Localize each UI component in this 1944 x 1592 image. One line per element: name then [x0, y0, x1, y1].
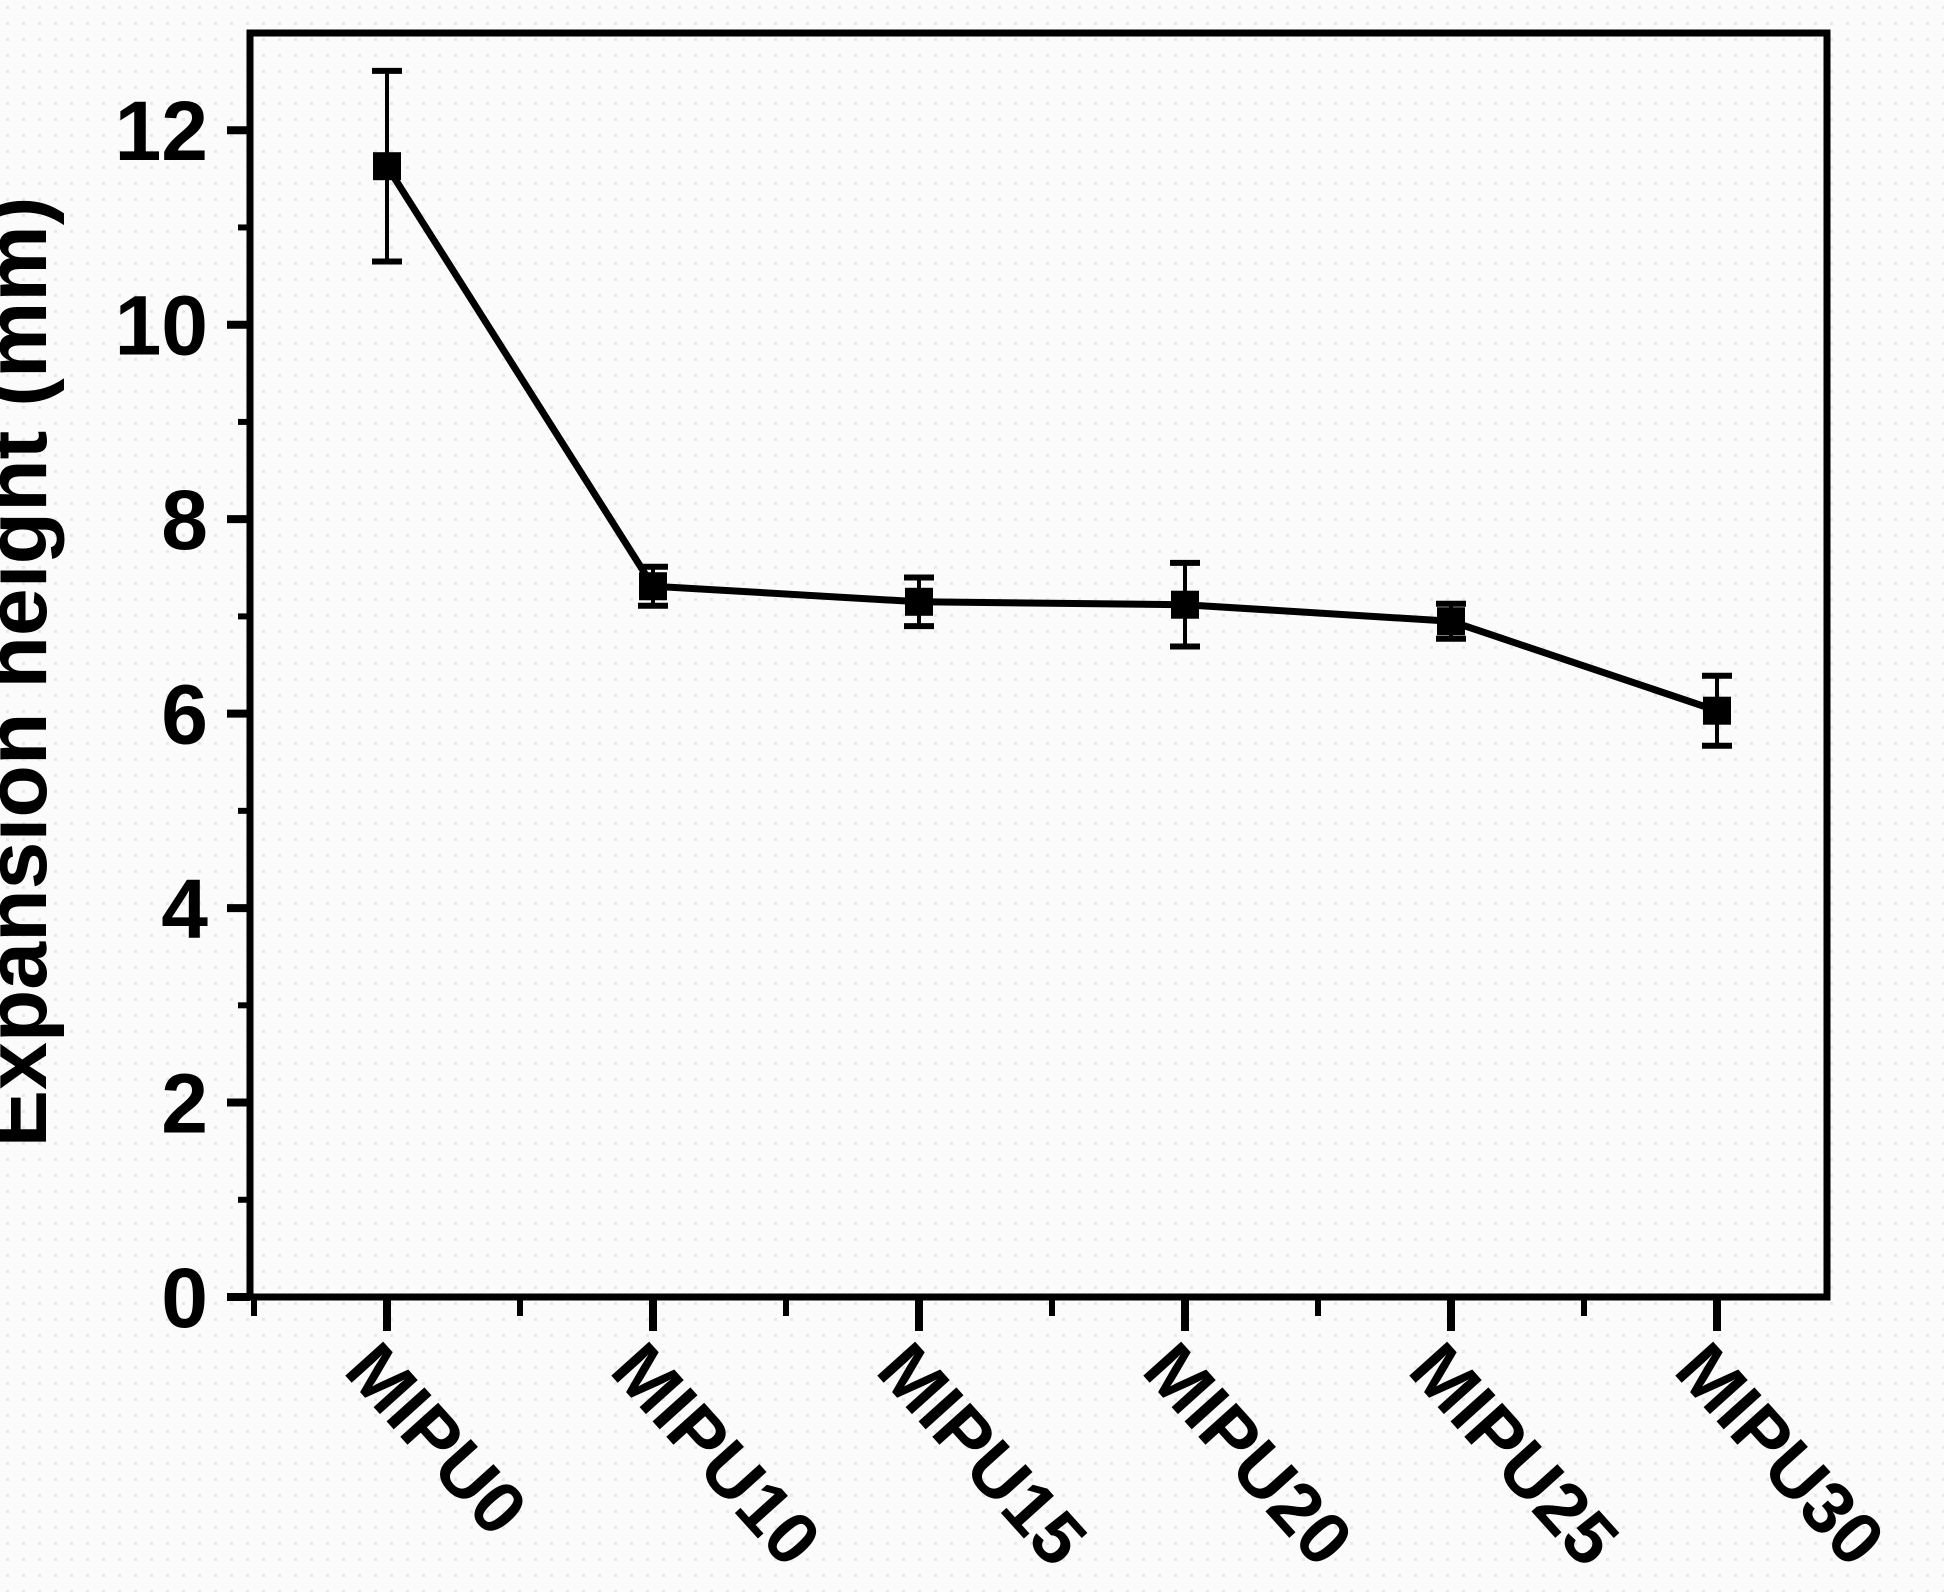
- y-axis-tick-label: 2: [161, 1057, 208, 1151]
- data-point-marker: [639, 572, 667, 601]
- y-axis-title: Expansion height (mm): [0, 197, 65, 1148]
- data-point-marker: [1171, 590, 1199, 619]
- y-axis-tick-label: 10: [115, 279, 208, 373]
- y-axis-tick-label: 0: [161, 1251, 208, 1345]
- data-point-marker: [1703, 696, 1731, 725]
- data-point-marker: [905, 587, 933, 616]
- y-axis-tick-label: 4: [161, 862, 208, 956]
- data-point-marker: [1437, 607, 1465, 636]
- plot-frame: [246, 29, 1831, 1301]
- data-point-marker: [373, 152, 401, 181]
- y-axis-tick-label: 6: [161, 668, 208, 762]
- y-axis-tick-label: 12: [115, 84, 208, 178]
- data-line: [384, 164, 1719, 715]
- y-axis-tick-label: 8: [161, 473, 208, 567]
